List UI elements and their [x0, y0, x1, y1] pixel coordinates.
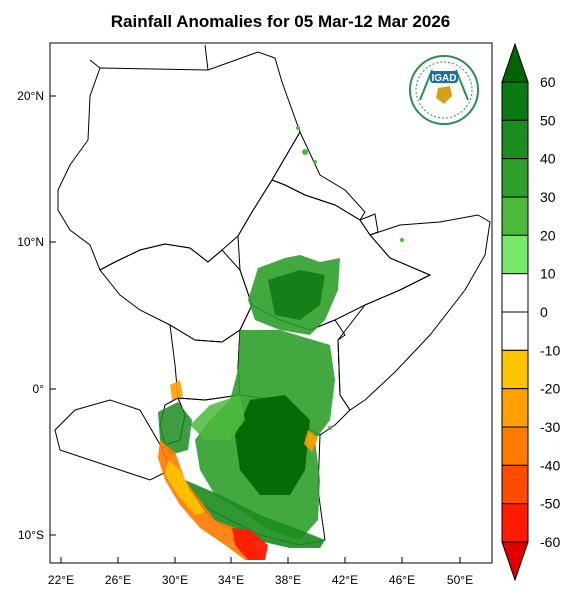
colorbar-label: -20	[540, 381, 560, 397]
igad-logo: IGAD	[409, 55, 479, 125]
positive-anomaly-ethiopia-core	[268, 270, 325, 320]
colorbar-segment	[501, 119, 529, 160]
colorbar-label: 20	[540, 227, 556, 243]
colorbar-label: 10	[540, 266, 556, 282]
colorbar-label: 60	[540, 74, 556, 90]
colorbar-label: 0	[540, 304, 548, 320]
colorbar-segment	[501, 464, 529, 505]
colorbar-label: 30	[540, 189, 556, 205]
negative-anomaly-east-spot	[304, 430, 318, 452]
lat-tick-label: 10°S	[18, 528, 44, 542]
south-sudan-outline	[99, 243, 253, 343]
sudan-outline	[57, 51, 301, 271]
colorbar-segment	[501, 426, 529, 466]
lat-tick-label: 0°	[33, 382, 45, 396]
colorbar-label: -50	[540, 496, 560, 512]
drc-west-outline	[54, 399, 171, 481]
positive-anomaly-west	[158, 402, 192, 455]
colorbar-segment	[501, 503, 529, 543]
lon-tick-label: 42°E	[332, 573, 358, 587]
lon-tick-label: 22°E	[48, 573, 74, 587]
map-frame	[49, 42, 493, 564]
negative-anomaly-southwest-inner	[165, 460, 205, 515]
negative-anomaly-south-core	[232, 528, 268, 560]
colorbar-segment	[501, 81, 529, 121]
lon-tick-label: 46°E	[389, 573, 415, 587]
colorbar-label: -10	[540, 342, 560, 358]
positive-anomaly-uganda	[190, 395, 245, 440]
map-title: Rainfall Anomalies for 05 Mar-12 Mar 202…	[110, 12, 451, 31]
colorbar-segment	[501, 196, 529, 236]
colorbar-label: -40	[540, 457, 560, 473]
colorbar-label: -30	[540, 419, 560, 435]
colorbar-arrow-top	[501, 42, 529, 83]
colorbar-segment	[501, 273, 529, 313]
colorbar-arrow-bottom	[501, 541, 529, 582]
positive-anomaly-tanzania-core	[235, 395, 310, 495]
colorbar	[501, 42, 529, 582]
lat-tick-label: 10°N	[17, 235, 44, 249]
djibouti-outline	[359, 213, 379, 236]
rainfall-anomaly-field	[158, 126, 404, 560]
negative-anomaly-west-spot	[170, 380, 183, 400]
colorbar-segment	[501, 388, 529, 428]
lon-tick-label: 34°E	[218, 573, 244, 587]
libya-egypt-outline	[89, 44, 209, 71]
positive-anomaly-speck	[313, 160, 317, 164]
colorbar-labels: 60 50 40 30 20 10 0 -10 -20 -30 -40 -50 -60	[540, 74, 560, 550]
lat-tick-label: 20°N	[17, 89, 44, 103]
positive-anomaly-speck	[328, 426, 332, 430]
colorbar-label: 40	[540, 151, 556, 167]
map-ticks	[50, 95, 461, 563]
somalia-outline	[337, 214, 491, 411]
lon-tick-label: 38°E	[275, 573, 301, 587]
positive-anomaly-southern	[185, 480, 325, 548]
colorbar-segment	[501, 311, 529, 351]
colorbar-segment	[501, 158, 529, 198]
eritrea-outline	[271, 130, 366, 221]
colorbar-segment	[501, 234, 529, 275]
colorbar-segment	[501, 349, 529, 390]
igad-logo-text: IGAD	[432, 73, 457, 84]
positive-anomaly-speck	[296, 126, 300, 130]
lon-tick-label: 26°E	[105, 573, 131, 587]
colorbar-label: -60	[540, 534, 560, 550]
positive-anomaly-speck	[302, 149, 308, 155]
colorbar-label: 50	[540, 112, 556, 128]
lon-tick-label: 30°E	[162, 573, 188, 587]
lon-tick-label: 50°E	[447, 573, 473, 587]
positive-anomaly-speck	[400, 238, 404, 242]
